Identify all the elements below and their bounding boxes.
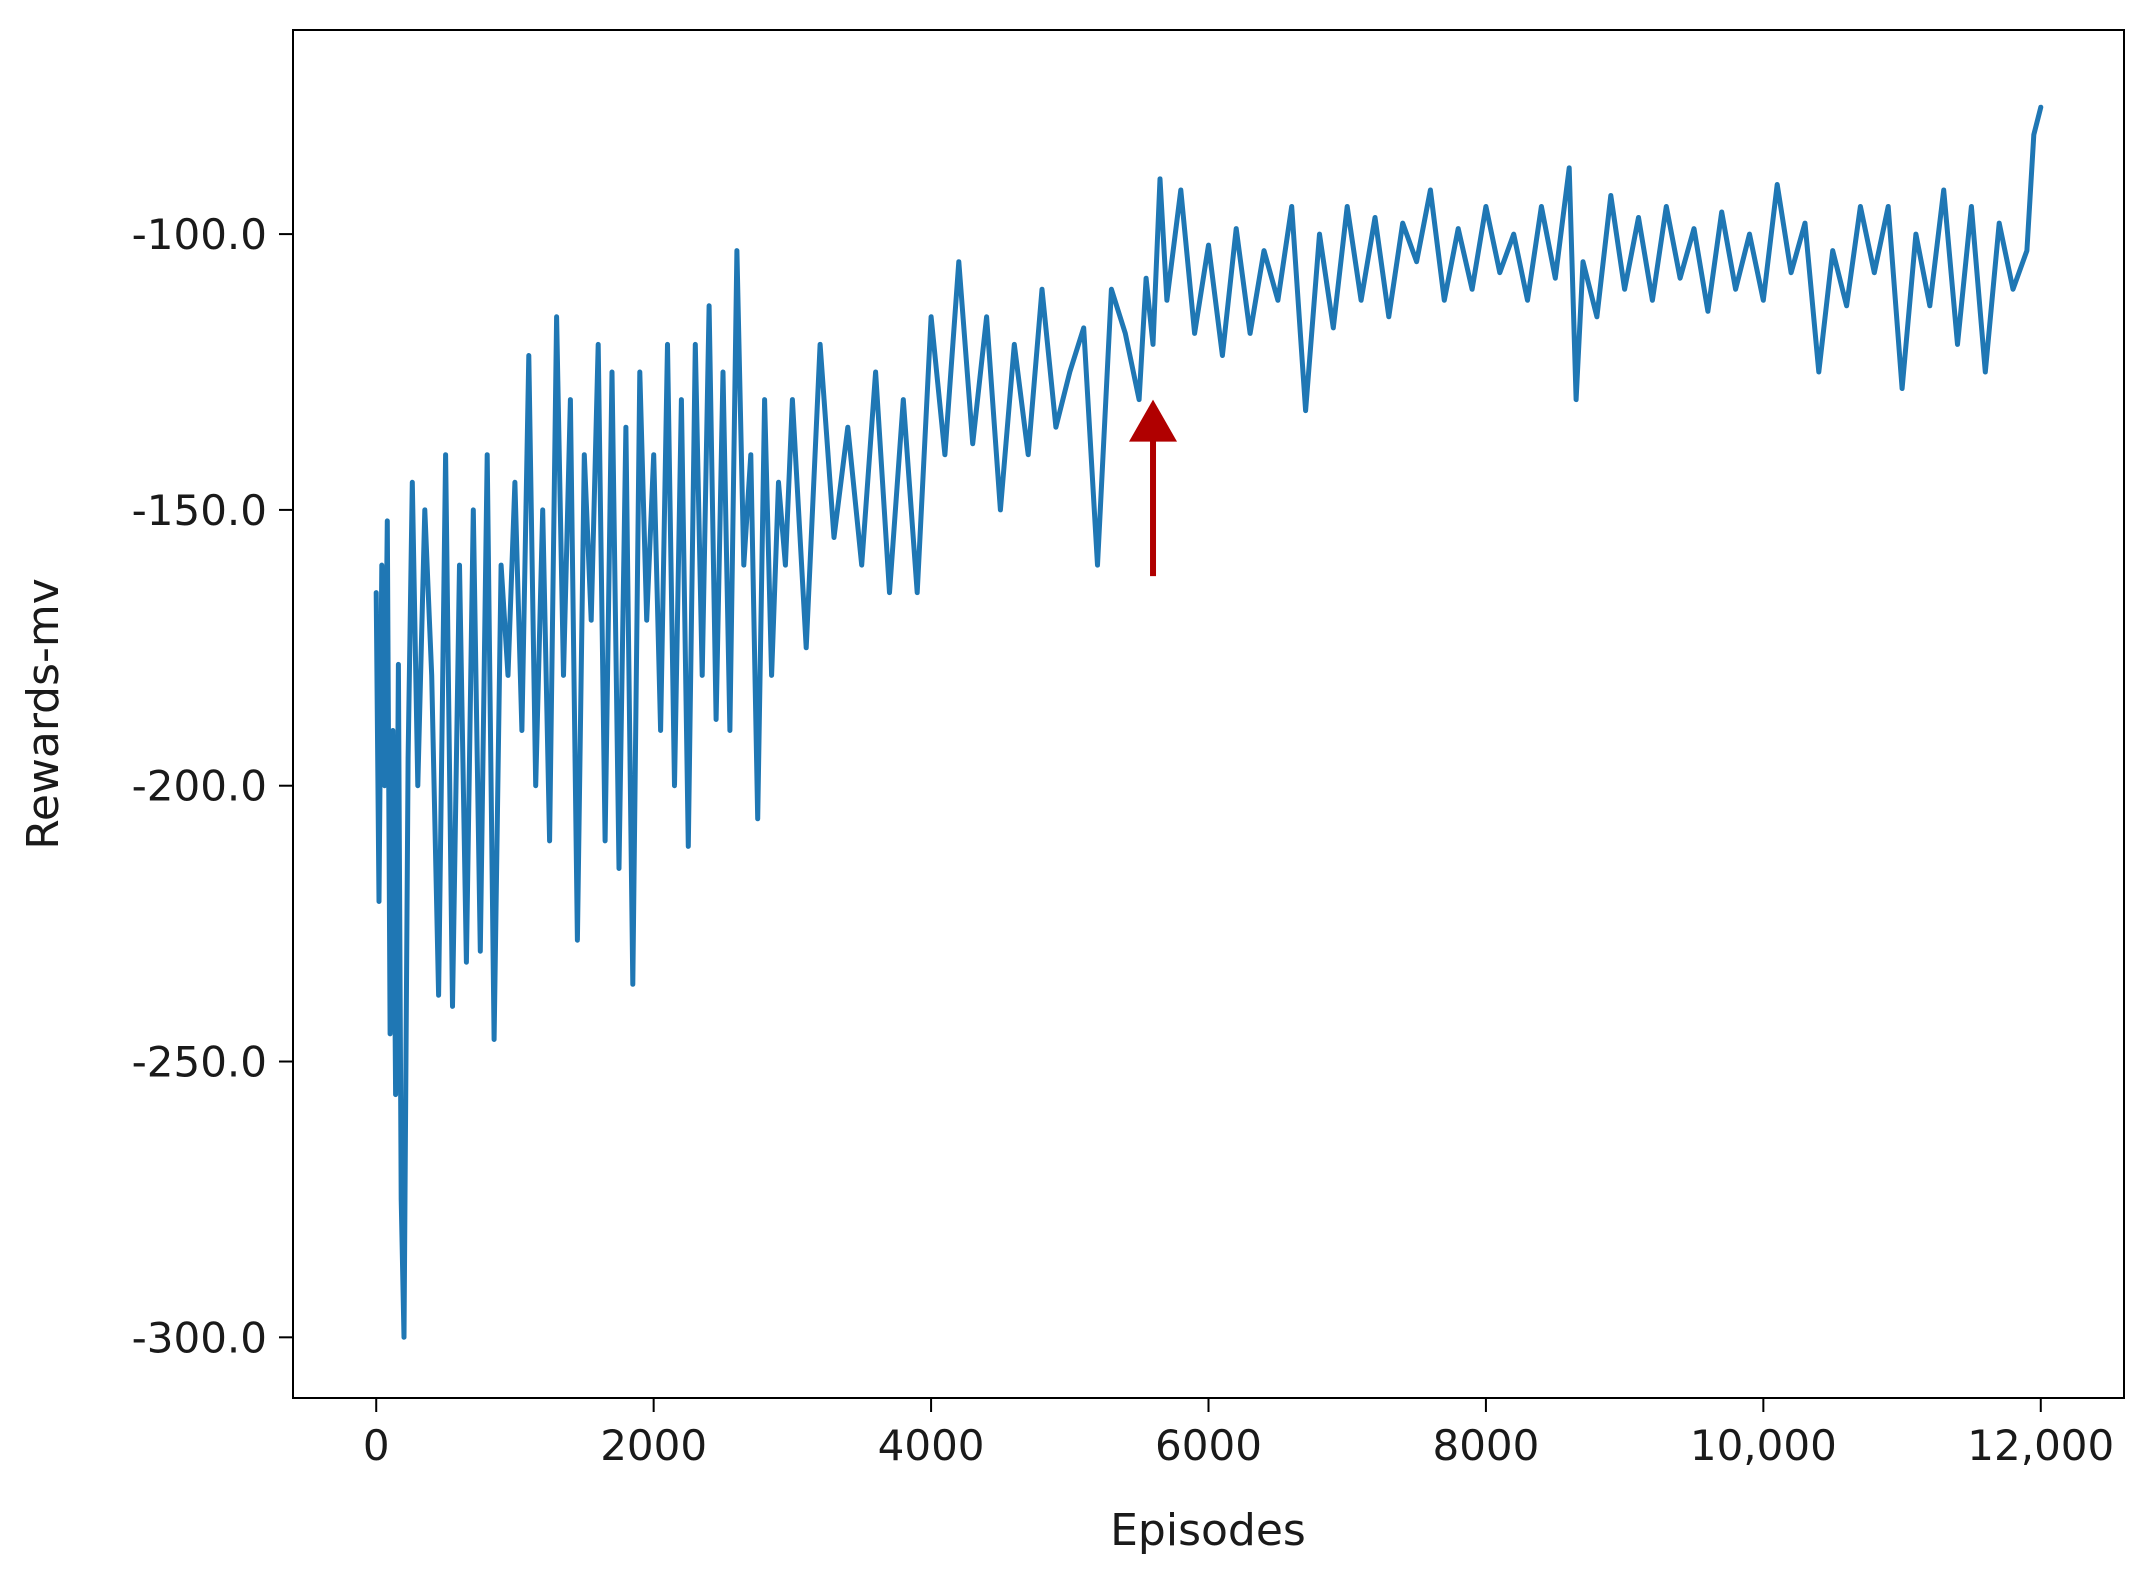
x-axis-label: Episodes xyxy=(1110,1505,1306,1556)
annotation-arrow xyxy=(1129,399,1178,577)
series-line-1 xyxy=(373,104,2044,1340)
y-tick-label: -200.0 xyxy=(132,762,267,811)
annotation-layer xyxy=(1129,399,1178,577)
y-tick-label: -150.0 xyxy=(132,486,267,535)
x-tick-label: 0 xyxy=(363,1421,390,1470)
y-axis-label: Rewards-mv xyxy=(18,578,69,850)
y-tick-label: -100.0 xyxy=(132,210,267,259)
plot-area xyxy=(292,29,2125,1399)
x-tick-label: 10,000 xyxy=(1690,1421,1837,1470)
y-axis: -100.0 -150.0 -200.0 -250.0 -300.0 xyxy=(132,210,293,1362)
x-tick-label: 8000 xyxy=(1432,1421,1539,1470)
plot-frame xyxy=(292,29,2125,1399)
x-axis: 0 2000 4000 6000 8000 10,000 12,000 xyxy=(363,1398,2114,1470)
y-tick-label: -250.0 xyxy=(132,1038,267,1087)
x-tick-label: 12,000 xyxy=(1967,1421,2114,1470)
annotation-arrow-head xyxy=(1129,399,1178,442)
series-layer xyxy=(373,104,2044,1340)
x-tick-label: 4000 xyxy=(878,1421,985,1470)
x-tick-label: 2000 xyxy=(600,1421,707,1470)
x-tick-label: 6000 xyxy=(1155,1421,1262,1470)
y-tick-label: -300.0 xyxy=(132,1313,267,1362)
